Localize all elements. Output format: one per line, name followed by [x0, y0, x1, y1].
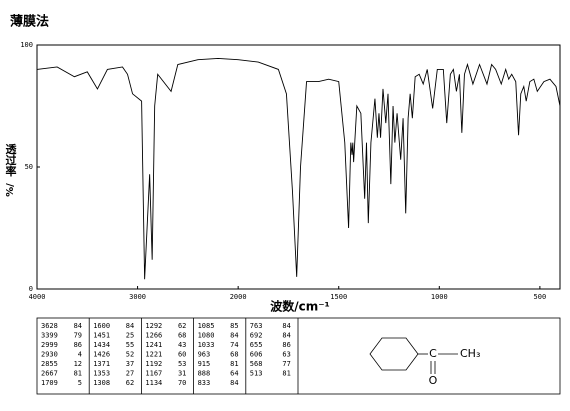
peak-transmittance: 31: [178, 370, 186, 378]
peak-transmittance: 68: [178, 332, 186, 340]
peak-transmittance: 79: [74, 332, 82, 340]
y-axis-unit: %/: [5, 183, 16, 197]
peak-transmittance: 81: [230, 360, 238, 368]
peak-wavenumber: 568: [250, 360, 263, 368]
peak-wavenumber: 1080: [198, 332, 215, 340]
peak-transmittance: 52: [126, 351, 134, 359]
peak-transmittance: 12: [74, 360, 82, 368]
x-tick-label: 4000: [29, 293, 46, 301]
peak-wavenumber: 763: [250, 322, 263, 330]
peak-wavenumber: 1709: [41, 379, 58, 387]
peak-wavenumber: 1134: [145, 379, 162, 387]
peak-transmittance: 85: [230, 322, 238, 330]
peak-transmittance: 25: [126, 332, 134, 340]
peak-transmittance: 62: [126, 379, 134, 387]
x-tick-label: 1500: [330, 293, 347, 301]
cyclohexane-ring: [369, 337, 419, 371]
peak-wavenumber: 1451: [93, 332, 110, 340]
peak-wavenumber: 655: [250, 341, 263, 349]
atom-label: O: [429, 374, 438, 387]
peak-wavenumber: 1308: [93, 379, 110, 387]
chart-title: 薄膜法: [10, 14, 49, 30]
peak-transmittance: 63: [282, 351, 290, 359]
plot-frame: [36, 44, 561, 290]
x-axis-label: 波数/cm⁻¹: [270, 299, 330, 314]
x-tick-label: 3000: [129, 293, 146, 301]
peak-transmittance: 60: [178, 351, 186, 359]
peak-wavenumber: 1033: [198, 341, 215, 349]
peak-wavenumber: 1600: [93, 322, 110, 330]
atom-label: C: [429, 347, 437, 360]
peak-wavenumber: 513: [250, 370, 263, 378]
peak-wavenumber: 1292: [145, 322, 162, 330]
atom-label: CH₃: [460, 347, 480, 360]
peak-transmittance: 84: [230, 332, 238, 340]
peak-transmittance: 81: [74, 370, 82, 378]
y-axis-label: 透过率: [4, 143, 17, 177]
x-tick-label: 2000: [230, 293, 247, 301]
peak-wavenumber: 1167: [145, 370, 162, 378]
peak-transmittance: 27: [126, 370, 134, 378]
peak-transmittance: 64: [230, 370, 238, 378]
peak-wavenumber: 2930: [41, 351, 58, 359]
peak-wavenumber: 963: [198, 351, 211, 359]
peak-transmittance: 86: [74, 341, 82, 349]
peak-wavenumber: 2999: [41, 341, 58, 349]
peak-transmittance: 4: [78, 351, 82, 359]
peak-wavenumber: 1085: [198, 322, 215, 330]
y-tick-label: 50: [25, 163, 33, 171]
peak-wavenumber: 833: [198, 379, 211, 387]
peak-wavenumber: 1241: [145, 341, 162, 349]
peak-wavenumber: 1426: [93, 351, 110, 359]
peak-transmittance: 84: [230, 379, 238, 387]
x-tick-label: 500: [534, 293, 547, 301]
y-tick-label: 100: [20, 41, 33, 49]
peak-wavenumber: 692: [250, 332, 263, 340]
peak-transmittance: 74: [230, 341, 238, 349]
peak-transmittance: 77: [282, 360, 290, 368]
peak-transmittance: 70: [178, 379, 186, 387]
peak-wavenumber: 1266: [145, 332, 162, 340]
peak-transmittance: 84: [282, 332, 290, 340]
peak-transmittance: 37: [126, 360, 134, 368]
peak-wavenumber: 1221: [145, 351, 162, 359]
peak-wavenumber: 606: [250, 351, 263, 359]
peak-table-frame: [36, 317, 561, 395]
peak-transmittance: 5: [78, 379, 82, 387]
peak-transmittance: 53: [178, 360, 186, 368]
peak-wavenumber: 1371: [93, 360, 110, 368]
peak-wavenumber: 2855: [41, 360, 58, 368]
peak-transmittance: 84: [282, 322, 290, 330]
peak-wavenumber: 1353: [93, 370, 110, 378]
peak-wavenumber: 1192: [145, 360, 162, 368]
peak-wavenumber: 888: [198, 370, 211, 378]
spectrum-line: [36, 57, 561, 280]
peak-transmittance: 84: [74, 322, 82, 330]
peak-transmittance: 55: [126, 341, 134, 349]
peak-wavenumber: 915: [198, 360, 211, 368]
peak-transmittance: 81: [282, 370, 290, 378]
peak-transmittance: 86: [282, 341, 290, 349]
structure-drawing: [369, 337, 458, 374]
peak-wavenumber: 3399: [41, 332, 58, 340]
peak-transmittance: 84: [126, 322, 134, 330]
peak-wavenumber: 2667: [41, 370, 58, 378]
peak-wavenumber: 3628: [41, 322, 58, 330]
x-tick-label: 1000: [431, 293, 448, 301]
peak-transmittance: 68: [230, 351, 238, 359]
peak-transmittance: 43: [178, 341, 186, 349]
peak-wavenumber: 1434: [93, 341, 110, 349]
peak-transmittance: 62: [178, 322, 186, 330]
y-tick-label: 0: [29, 285, 33, 293]
